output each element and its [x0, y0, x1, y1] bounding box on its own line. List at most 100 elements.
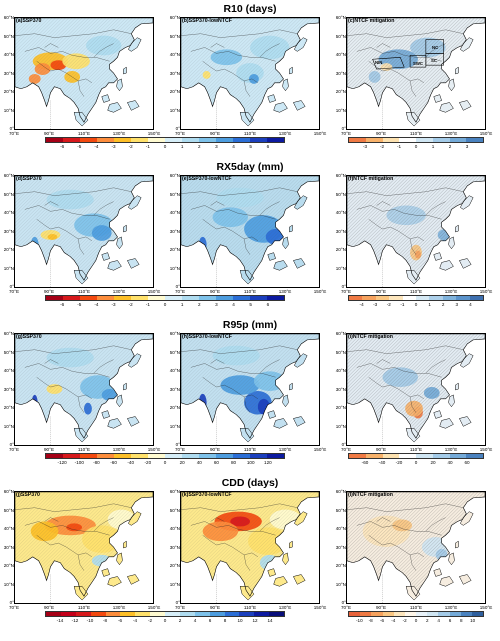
lat-label: 10°N: [169, 265, 180, 271]
colorbar-tick-label: -14: [56, 618, 64, 623]
lat-label: 10°N: [335, 265, 346, 271]
lat-label: 60°N: [335, 15, 346, 20]
lat-label: 10°N: [169, 107, 180, 113]
lat-label: 10°N: [3, 107, 14, 113]
lon-label: 90°E: [375, 131, 387, 136]
colorbar-tick-label: -4: [132, 618, 138, 623]
colorbar-tick-label: 20: [179, 460, 185, 465]
colorbar-tick-label: -40: [127, 460, 135, 465]
colorbar-tick-label: -80: [93, 460, 100, 465]
lat-label: 40°N: [169, 368, 180, 373]
lat-label: 60°N: [3, 331, 14, 336]
lat-label: 50°N: [3, 33, 14, 39]
colorbar-swatch: [438, 612, 450, 616]
colorbar-tick-label: 6: [266, 302, 270, 307]
colorbar-tick-label: -20: [144, 460, 152, 465]
map-area: [346, 333, 486, 446]
colorbar-swatch: [131, 296, 148, 300]
colorbar-tick-label: -60: [110, 460, 117, 465]
colorbar-main: [45, 137, 285, 143]
colorbar-swatch: [131, 454, 148, 458]
colorbar-tick-label: 2: [441, 302, 445, 307]
lon-label: 150°E: [313, 447, 327, 452]
map-panel: (l)NTCF mitigation 60°N 50°N 40°N 30°N 20°N 10…: [334, 489, 493, 611]
lon-label: 70°E: [340, 131, 352, 136]
map-area: [180, 175, 320, 288]
map-svg: [181, 334, 319, 445]
colorbar-tick-label: -3: [111, 302, 116, 307]
colorbar-tick-label: -6: [60, 302, 65, 307]
colorbar-tick-label: -100: [74, 460, 84, 465]
colorbar-tick-label: 40: [196, 460, 202, 465]
lat-label: 50°N: [335, 33, 346, 39]
colorbar-swatch: [165, 454, 182, 458]
panel-label: (c)NTCF mitigation: [348, 18, 395, 24]
colorbar-swatch: [97, 138, 114, 142]
lat-label: 20°N: [335, 247, 346, 252]
lon-label: 130°E: [444, 447, 458, 452]
colorbar-tick-label: 0: [163, 618, 167, 623]
lat-label: 40°N: [335, 526, 346, 531]
lat-label: 30°N: [169, 386, 180, 392]
map-panel: (f)NTCF mitigation 60°N 50°N 40°N 30°N 20°N 10…: [334, 173, 493, 295]
colorbar-main: [45, 453, 285, 459]
colorbar-tick-label: 0: [414, 618, 418, 623]
lat-label: 40°N: [169, 526, 180, 531]
colorbar-tick-label: -6: [379, 618, 385, 623]
colorbar-swatch: [469, 296, 484, 300]
lat-label: 30°N: [335, 386, 346, 392]
lat-label: 30°N: [169, 228, 180, 234]
colorbar-swatch: [150, 612, 165, 616]
colorbar-tick-label: -60: [361, 460, 369, 465]
colorbar-tick-label: 60: [464, 460, 470, 465]
colorbar-tick-label: 60: [213, 460, 219, 465]
colorbar-swatch: [165, 138, 182, 142]
lon-label: 150°E: [147, 605, 161, 610]
colorbar-tick-label: -1: [400, 302, 405, 307]
colorbar-swatch: [349, 454, 366, 458]
lon-label: 110°E: [243, 605, 257, 610]
colorbar-swatch: [267, 454, 284, 458]
lon-label: 90°E: [375, 605, 387, 610]
lat-label: 30°N: [3, 70, 14, 76]
lat-label: 10°N: [335, 581, 346, 587]
colorbar-tick-label: -6: [60, 144, 65, 149]
lat-label: 0°: [341, 442, 346, 447]
colorbar-swatch: [224, 612, 240, 616]
region-label-sc: SC: [431, 58, 437, 63]
lat-label: 0°: [9, 600, 14, 605]
map-svg: [181, 18, 319, 129]
lat-label: 60°N: [169, 489, 180, 494]
map-svg: [181, 176, 319, 287]
colorbar-swatch: [250, 296, 267, 300]
section-title: CDD (days): [221, 477, 279, 489]
colorbar-swatch: [233, 296, 250, 300]
lon-label: 110°E: [243, 289, 257, 294]
colorbar-tick-label: -1: [145, 144, 150, 149]
colorbar-tick-label: 2: [178, 618, 182, 623]
colorbar-main: [45, 295, 285, 301]
colorbar-tick-label: -4: [94, 302, 99, 307]
colorbar-swatch: [375, 296, 390, 300]
lon-label: 130°E: [444, 131, 458, 136]
colorbar-tick-label: 0: [163, 302, 167, 307]
colorbar-tick-label: -1: [145, 302, 150, 307]
colorbar-tick-label: -2: [402, 618, 407, 623]
colorbar-tick-label: 5: [249, 302, 252, 307]
region-label-nin: NIN: [375, 60, 383, 65]
lon-label: 150°E: [147, 289, 161, 294]
colorbar-swatch: [165, 612, 180, 616]
lat-label: 40°N: [335, 210, 346, 215]
colorbar-swatch: [90, 612, 106, 616]
lon-label: 90°E: [43, 289, 55, 294]
colorbar-tick-label: 6: [208, 618, 212, 623]
colorbar-tick-label: 0: [414, 144, 418, 149]
panel-label: (b)SSP370-lowNTCF: [182, 18, 232, 24]
colorbar-swatch: [216, 296, 233, 300]
colorbar-mitigation: [348, 295, 484, 301]
panel-label: (l)NTCF mitigation: [348, 492, 393, 498]
colorbar-main: [45, 611, 285, 617]
colorbar-tick-label: 20: [430, 460, 436, 465]
colorbar-tick-label: -2: [379, 144, 385, 149]
colorbar-swatch: [250, 138, 267, 142]
